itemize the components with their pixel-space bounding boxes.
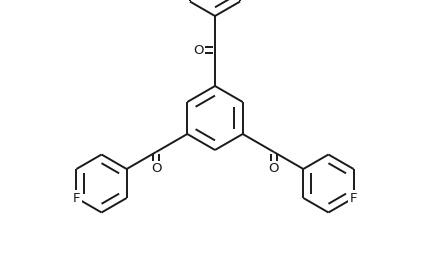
Text: O: O <box>269 163 279 175</box>
Text: O: O <box>193 44 203 57</box>
Text: F: F <box>350 191 357 205</box>
Text: O: O <box>151 163 161 175</box>
Text: F: F <box>73 191 80 205</box>
